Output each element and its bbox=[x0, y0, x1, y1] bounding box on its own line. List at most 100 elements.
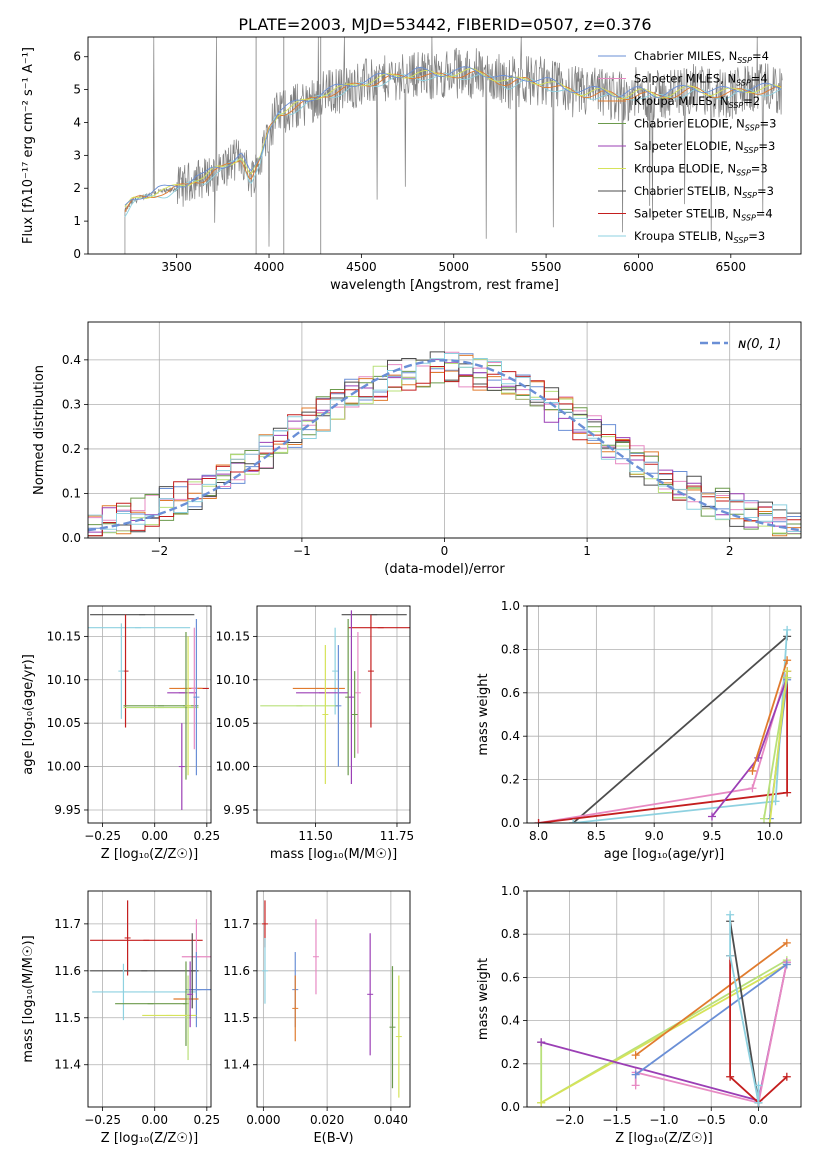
axes-frame bbox=[526, 605, 802, 824]
x-tick-label: 0.25 bbox=[193, 829, 220, 843]
axes-frame bbox=[256, 890, 411, 1108]
x-tick-label: 6500 bbox=[716, 260, 747, 274]
y-tick-label: 0 bbox=[73, 247, 81, 261]
plot-area-mass_vs_ebv bbox=[261, 900, 402, 1098]
weight-line bbox=[729, 914, 760, 1103]
histogram-step bbox=[88, 353, 801, 532]
y-tick-label: 0.6 bbox=[501, 970, 520, 984]
x-tick-label: −1.5 bbox=[602, 1113, 631, 1127]
legend-label: Salpeter ELODIE, NSSP=3 bbox=[634, 139, 775, 155]
x-tick-label: 10.0 bbox=[756, 829, 783, 843]
weight-line bbox=[634, 962, 788, 1104]
plus-marker bbox=[631, 1070, 640, 1079]
x-axis-label: wavelength [Angstrom, rest frame] bbox=[330, 278, 559, 293]
plus-marker bbox=[782, 938, 791, 947]
axes-mass_vs_ebv: 0.000 0.020 0.040 11.4 11.5 11.6 11.7 E(B-V) bbox=[223, 890, 411, 1146]
y-axis-label: Normed distribution bbox=[32, 365, 47, 495]
y-axis-label: Flux [fλ10⁻¹⁷ erg cm⁻² s⁻¹ A⁻¹] bbox=[21, 47, 36, 244]
x-tick-label: −1.0 bbox=[649, 1113, 678, 1127]
y-tick-label: 0.2 bbox=[501, 1057, 520, 1071]
y-tick-label: 11.5 bbox=[223, 1011, 250, 1025]
errorbar-point bbox=[335, 645, 342, 767]
weight-line bbox=[538, 670, 788, 823]
x-tick-label: 4000 bbox=[254, 260, 285, 274]
x-tick-label: −0.5 bbox=[697, 1113, 726, 1127]
legend-label: ɴ(0, 1) bbox=[738, 337, 781, 352]
x-tick-label: 0.0 bbox=[749, 1113, 768, 1127]
legend-label: Chabrier ELODIE, NSSP=3 bbox=[634, 117, 776, 133]
plus-marker bbox=[631, 1051, 640, 1060]
errorbar-point bbox=[312, 919, 319, 995]
plus-marker bbox=[726, 910, 735, 919]
model-spectrum-line bbox=[124, 66, 782, 206]
plot-area-weight_vs_age bbox=[534, 625, 792, 823]
x-axis-label: age [log₁₀(age/yr)] bbox=[604, 847, 725, 862]
plus-marker bbox=[782, 960, 791, 969]
weight-line bbox=[635, 942, 788, 1056]
x-tick-label: 0 bbox=[441, 544, 449, 558]
y-tick-label: 0.6 bbox=[501, 686, 520, 700]
x-tick-label: 8.0 bbox=[529, 829, 548, 843]
axes-frame bbox=[87, 605, 212, 824]
errorbar-point bbox=[118, 623, 125, 719]
errorbar-point bbox=[187, 961, 194, 1028]
x-tick-label: −1 bbox=[293, 544, 311, 558]
plus-marker bbox=[748, 766, 757, 775]
y-tick-label: 0.4 bbox=[501, 1014, 520, 1028]
legend-label: Kroupa ELODIE, NSSP=3 bbox=[634, 162, 768, 178]
x-tick-label: −2 bbox=[150, 544, 168, 558]
plot-area-residual_hist bbox=[88, 351, 801, 537]
y-tick-label: 10.05 bbox=[216, 716, 250, 730]
plus-marker bbox=[748, 784, 757, 793]
errorbar-point bbox=[124, 900, 131, 976]
y-tick-label: 9.95 bbox=[54, 803, 81, 817]
x-tick-label: 11.75 bbox=[380, 829, 414, 843]
errorbar-point bbox=[367, 933, 374, 1056]
y-tick-label: 10.00 bbox=[216, 760, 250, 774]
plus-marker bbox=[726, 951, 735, 960]
y-axis-label: mass weight bbox=[476, 958, 491, 1040]
errorbar-point bbox=[178, 723, 185, 810]
y-tick-label: 10.15 bbox=[216, 629, 250, 643]
y-tick-label: 4 bbox=[73, 115, 81, 129]
data-spectrum-line bbox=[124, 37, 783, 254]
x-tick-label: 0.040 bbox=[374, 1113, 408, 1127]
x-tick-label: 6000 bbox=[623, 260, 654, 274]
plus-marker bbox=[537, 1038, 546, 1047]
plus-marker bbox=[707, 812, 716, 821]
errorbar-point bbox=[348, 610, 355, 784]
y-tick-label: 5 bbox=[73, 83, 81, 97]
x-axis-label: (data-model)/error bbox=[384, 562, 505, 577]
y-tick-label: 0.2 bbox=[62, 442, 81, 456]
y-tick-label: 6 bbox=[73, 50, 81, 64]
x-tick-label: 9.0 bbox=[645, 829, 664, 843]
y-tick-label: 10.10 bbox=[47, 673, 81, 687]
x-tick-label: 5000 bbox=[438, 260, 469, 274]
x-tick-label: 1 bbox=[583, 544, 591, 558]
model-spectrum-line bbox=[124, 70, 782, 213]
weight-line bbox=[729, 955, 788, 1104]
y-tick-label: 1.0 bbox=[501, 884, 520, 898]
plus-marker bbox=[783, 625, 792, 634]
axes-spectrum: 3500 4000 4500 5000 5500 6000 6500 0 1 2 3 4 5 6 wavel… bbox=[21, 36, 802, 293]
errorbar-point bbox=[395, 975, 402, 1098]
errorbar-point bbox=[261, 937, 268, 1004]
x-tick-label: 0.00 bbox=[141, 829, 168, 843]
errorbar-point bbox=[185, 636, 192, 776]
plus-marker bbox=[783, 656, 792, 665]
x-tick-label: 9.5 bbox=[702, 829, 721, 843]
axes-frame bbox=[256, 605, 411, 824]
y-tick-label: 11.4 bbox=[54, 1058, 81, 1072]
errorbar-point bbox=[193, 619, 200, 776]
y-tick-label: 0.8 bbox=[501, 927, 520, 941]
x-axis-label: E(B-V) bbox=[313, 1131, 353, 1146]
axes-weight_vs_age: 8.0 8.5 9.0 9.5 10.0 0.0 0.2 0.4 0.6 0.8 1.0 age [l… bbox=[476, 599, 802, 862]
y-tick-label: 2 bbox=[73, 181, 81, 195]
weight-line bbox=[572, 635, 788, 823]
legend-label: Kroupa MILES, NSSP=2 bbox=[634, 94, 760, 110]
x-tick-label: 8.5 bbox=[587, 829, 606, 843]
axes-frame bbox=[87, 890, 212, 1108]
y-tick-label: 0.1 bbox=[62, 486, 81, 500]
errorbar-point bbox=[193, 952, 200, 1028]
